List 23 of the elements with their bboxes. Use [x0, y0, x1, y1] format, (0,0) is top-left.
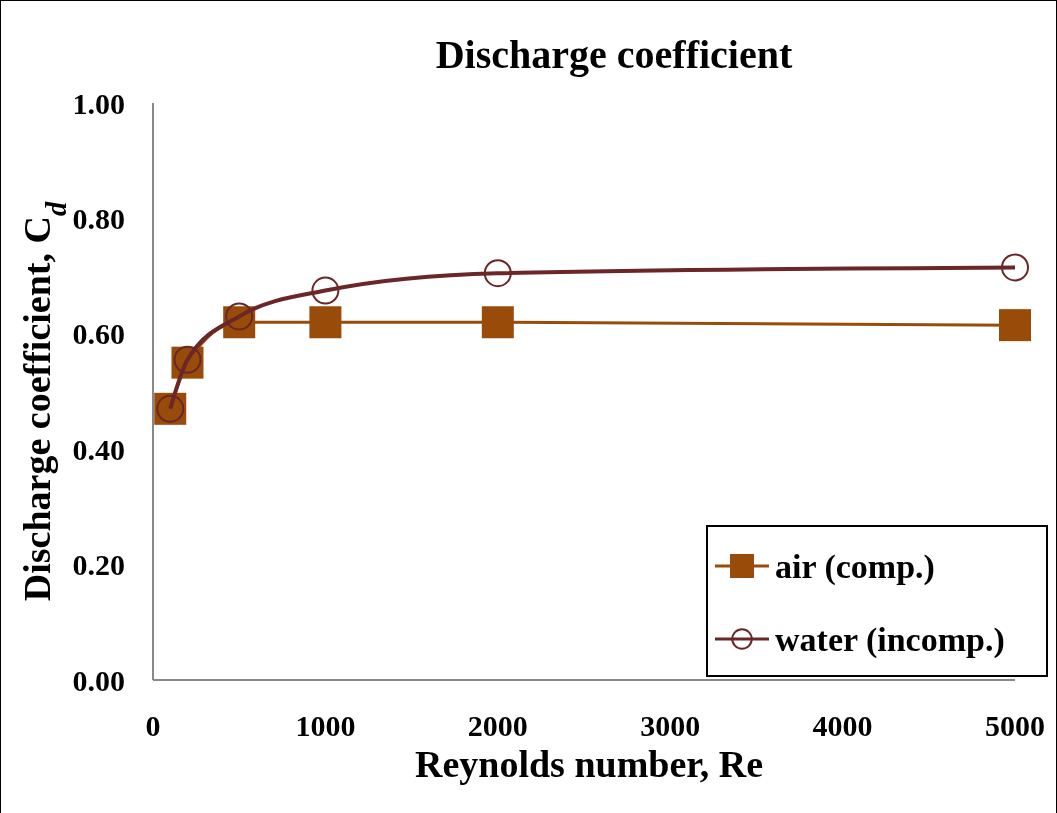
x-tick-label: 5000	[985, 709, 1045, 742]
y-tick-label: 0.00	[72, 663, 125, 697]
point	[999, 309, 1031, 342]
y-tick-label: 0.20	[72, 548, 125, 582]
x-tick-label: 4000	[812, 709, 873, 742]
y-tick-label: 0.40	[72, 432, 125, 466]
x-tick-label: 1000	[295, 709, 356, 742]
point	[1001, 253, 1029, 282]
x-axis-title: Reynolds number, Re	[414, 743, 764, 785]
legend-label: air (comp.)	[775, 547, 935, 586]
x-tick-label: 0	[145, 709, 161, 742]
point	[309, 306, 342, 339]
y-tick-label: 1.00	[72, 86, 125, 120]
point	[481, 306, 514, 339]
y-tick-label: 0.80	[72, 201, 125, 235]
chart-title: Discharge coefficient	[435, 32, 793, 77]
y-tick-label: 0.60	[72, 317, 125, 351]
x-tick-label: 3000	[640, 709, 701, 742]
point	[483, 259, 512, 288]
legend-label: water (incomp.)	[775, 620, 1005, 659]
x-tick-label: 2000	[467, 709, 528, 742]
point	[311, 276, 340, 305]
point	[225, 302, 254, 331]
